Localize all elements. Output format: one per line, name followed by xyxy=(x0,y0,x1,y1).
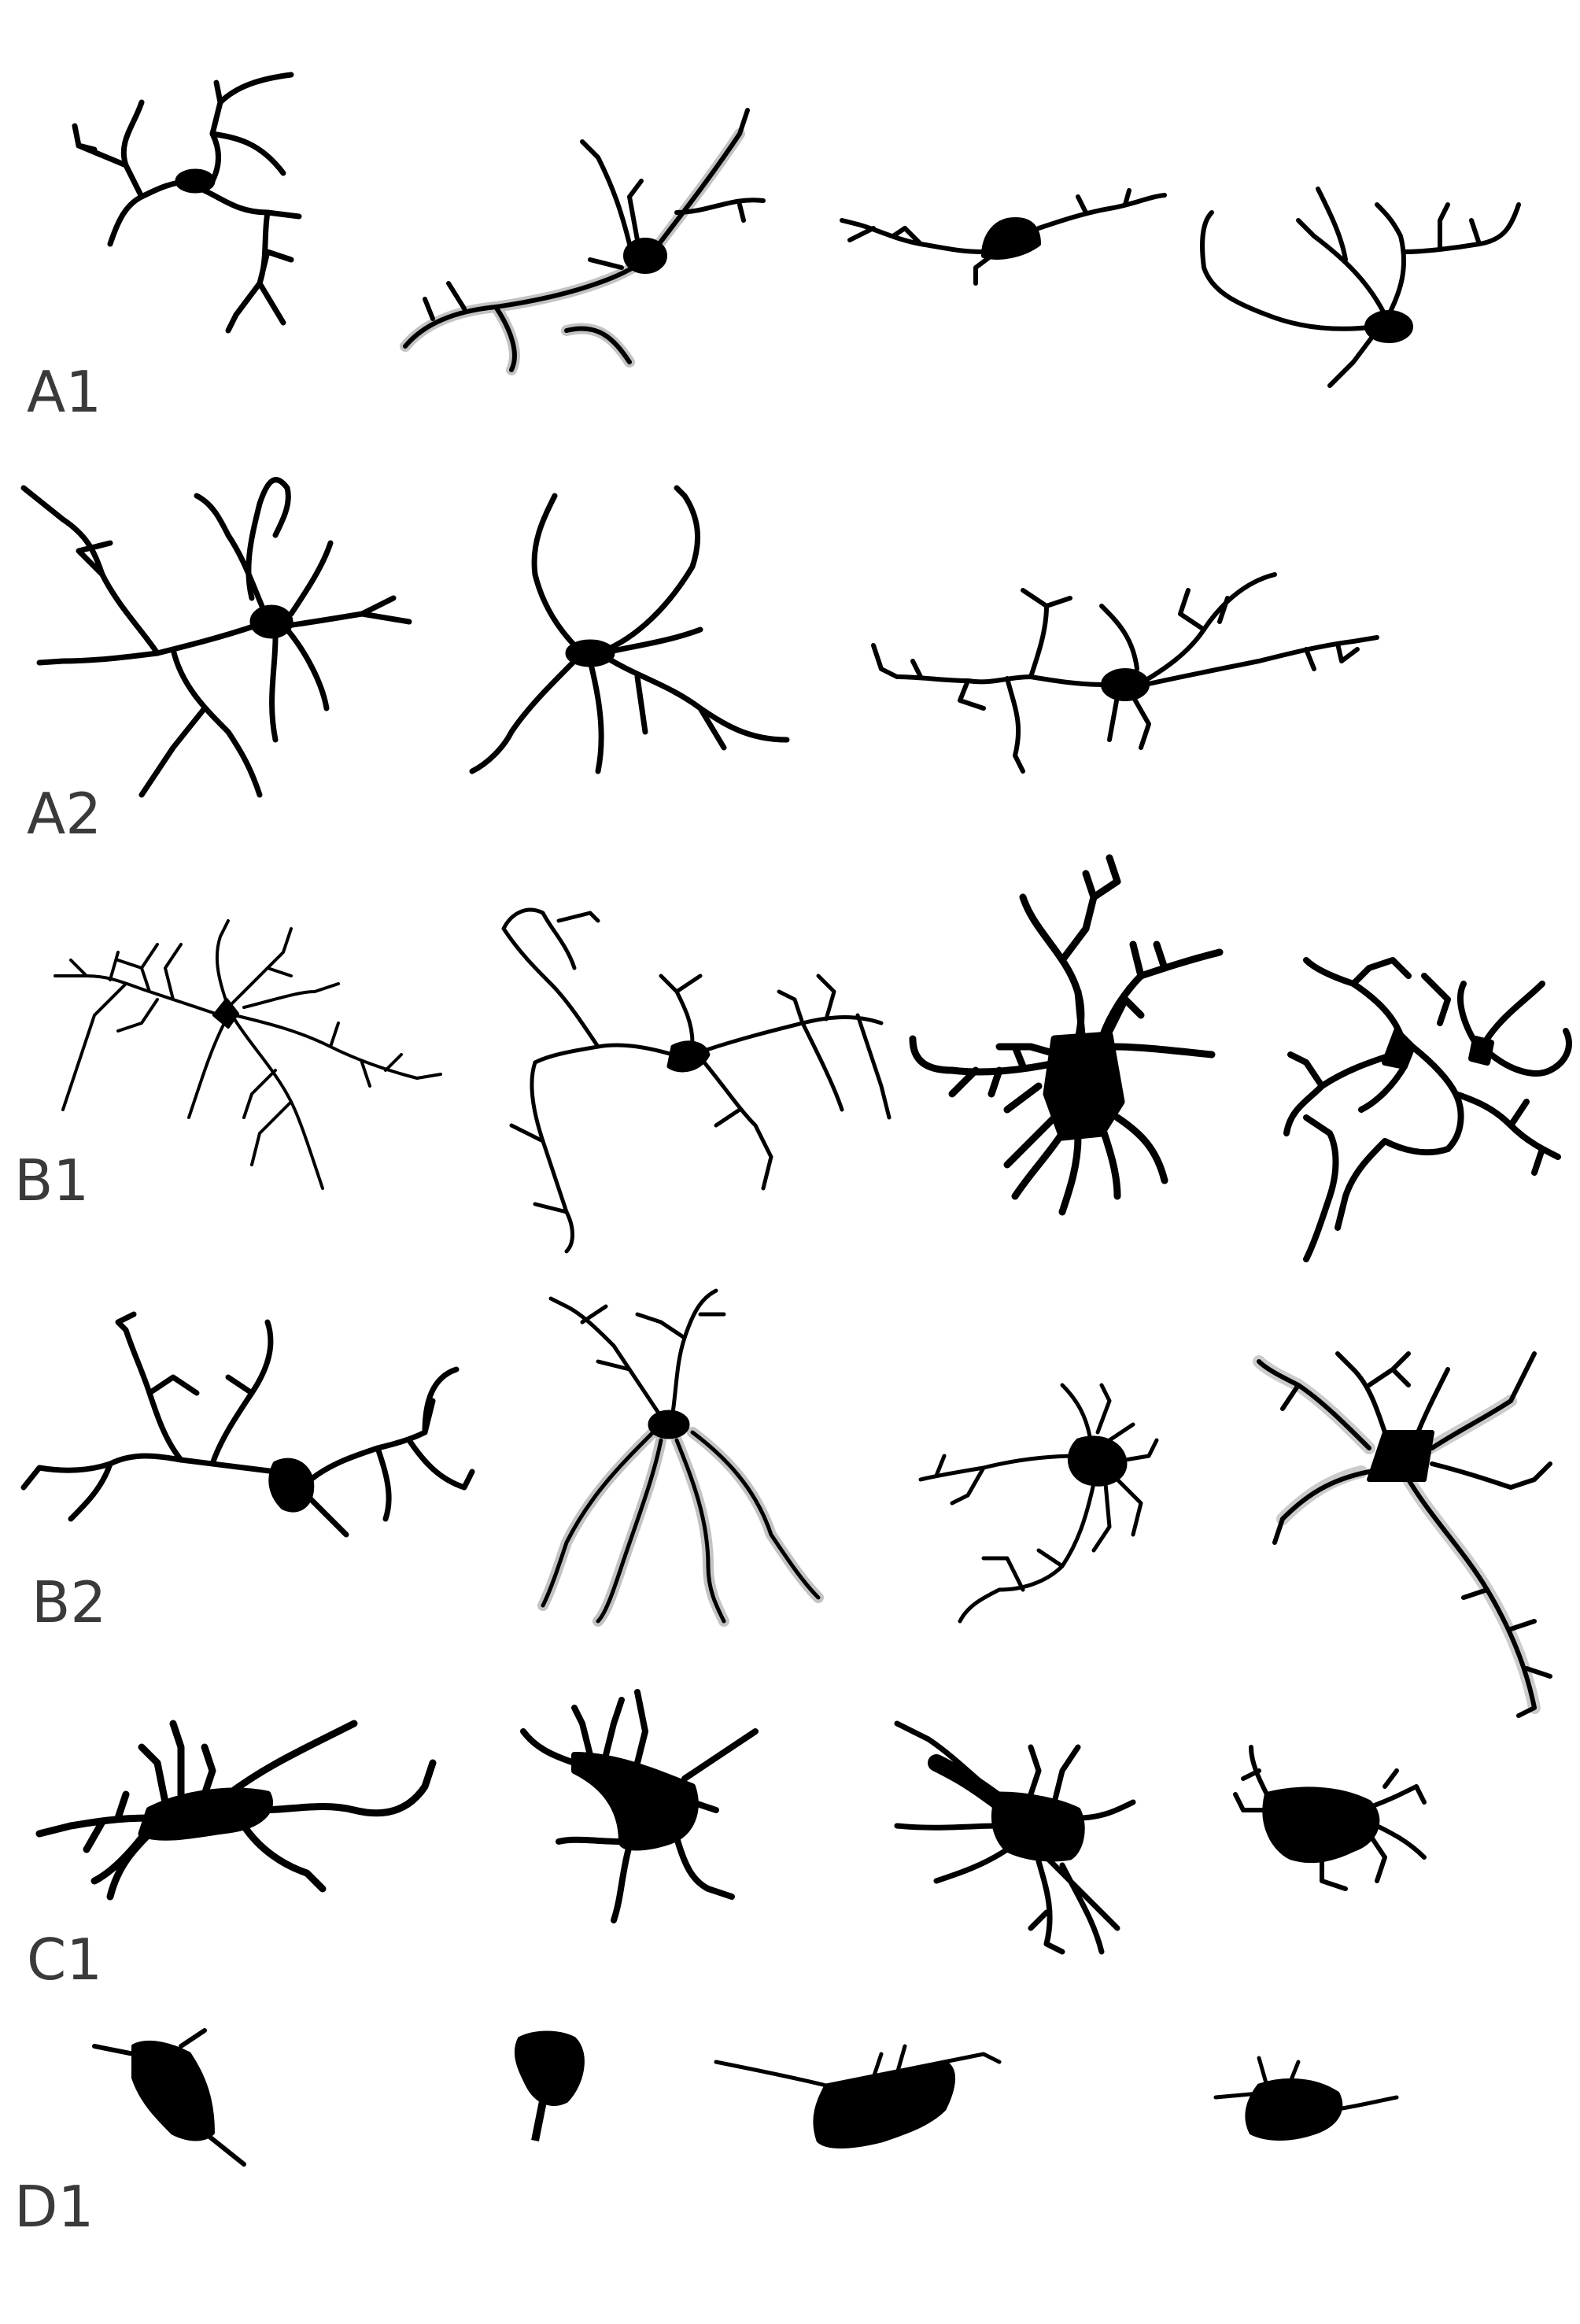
row-label-b2: B2 xyxy=(31,1569,107,1635)
cell-a1-2 xyxy=(393,102,779,386)
cell-c1-1 xyxy=(24,1700,441,1912)
cell-b1-4 xyxy=(1275,952,1580,1267)
row-label-a2: A2 xyxy=(27,781,102,847)
cell-b2-2 xyxy=(519,1283,834,1629)
cell-d1-2 xyxy=(496,2023,598,2148)
cell-b2-1 xyxy=(16,1306,480,1543)
row-label-d1: D1 xyxy=(14,2174,94,2240)
cell-a2-3 xyxy=(866,551,1385,779)
cell-c1-4 xyxy=(1227,1739,1432,1897)
cell-b1-2 xyxy=(488,905,897,1259)
cell-b2-3 xyxy=(905,1369,1188,1629)
cell-b1-3 xyxy=(905,834,1251,1228)
cell-d1-3 xyxy=(708,2038,1007,2156)
row-label-b1: B1 xyxy=(14,1147,90,1214)
cell-c1-3 xyxy=(881,1692,1180,1960)
cell-b2-4 xyxy=(1251,1338,1566,1731)
cell-d1-4 xyxy=(1212,2054,1401,2156)
cell-d1-1 xyxy=(87,2015,260,2172)
cell-a2-1 xyxy=(16,472,425,803)
cell-a2-2 xyxy=(464,480,795,787)
cell-a1-1 xyxy=(63,63,330,346)
cell-a1-3 xyxy=(826,181,1172,291)
cell-a1-4 xyxy=(1188,173,1534,401)
row-label-c1: C1 xyxy=(27,1927,103,1993)
cell-b1-1 xyxy=(39,913,449,1196)
cell-c1-2 xyxy=(511,1676,795,1928)
row-label-a1: A1 xyxy=(27,359,102,425)
